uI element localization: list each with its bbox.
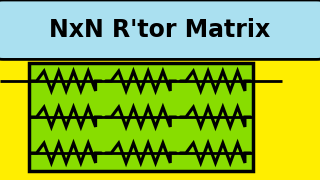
Bar: [29, 63, 253, 171]
FancyBboxPatch shape: [0, 0, 320, 59]
Text: NxN R'tor Matrix: NxN R'tor Matrix: [49, 18, 271, 42]
